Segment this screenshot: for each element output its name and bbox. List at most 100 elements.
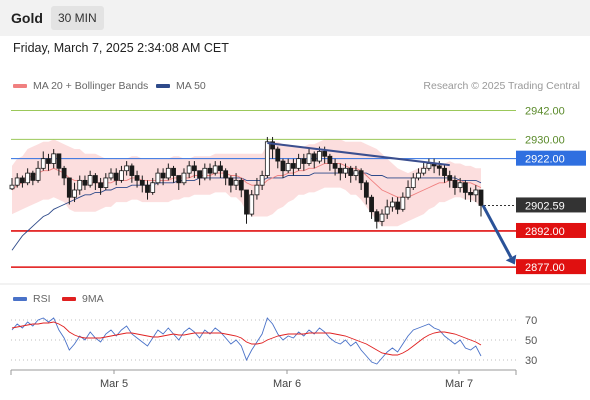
asset-title: Gold (11, 10, 43, 26)
candle-body (322, 151, 328, 157)
candle-body (426, 163, 432, 169)
level-label-2877.00: 2877.00 (525, 262, 565, 274)
candle-body (119, 170, 124, 181)
candle-body (145, 184, 150, 193)
legend-ma50[interactable]: MA 50 (156, 80, 206, 92)
level-tag-2892.00 (516, 222, 586, 238)
candle-body (181, 172, 187, 184)
current-price-tag (516, 197, 586, 213)
candle-body (186, 165, 192, 174)
candle-body (108, 172, 114, 179)
ma20-swatch (13, 84, 27, 89)
candle-body (150, 182, 156, 193)
forecast-arrowhead (505, 254, 517, 265)
candle-body (400, 196, 406, 210)
candle-body (66, 177, 72, 198)
candle-body (337, 167, 343, 174)
candle-body (72, 189, 77, 198)
candle-body (442, 167, 447, 176)
candle-body (103, 177, 109, 188)
x-label-Mar 7: Mar 7 (445, 378, 473, 390)
legend-9ma[interactable]: 9MA (62, 293, 104, 305)
rsi-tick-50: 50 (525, 335, 537, 347)
candle-body (207, 167, 213, 174)
candle-body (14, 177, 20, 186)
candle-body (462, 182, 468, 193)
rsi-label: RSI (33, 293, 51, 305)
candle-body (160, 172, 166, 179)
candle-body (301, 158, 307, 164)
candle-body (87, 175, 93, 186)
candle-body (218, 165, 223, 172)
candle-body (410, 177, 416, 188)
level-label-2942.00: 2942.00 (525, 105, 565, 117)
candle-body (228, 177, 234, 186)
candle-body (306, 153, 312, 164)
candle-body (35, 167, 41, 181)
candle-body (30, 172, 36, 181)
candle-body (77, 179, 83, 191)
rsi-tick-70: 70 (525, 315, 537, 327)
candle-body (348, 167, 354, 176)
level-label-2930.00: 2930.00 (525, 134, 565, 146)
candle-body (98, 182, 103, 188)
candle-body (233, 179, 239, 186)
trendline (267, 142, 450, 167)
candle-body (416, 172, 421, 179)
ma50-line (11, 172, 482, 251)
candle-body (452, 179, 458, 188)
ma50-swatch (156, 84, 170, 89)
candle-body (20, 177, 25, 184)
candle-body (468, 192, 473, 196)
candle-body (92, 175, 98, 184)
9ma-label: 9MA (82, 293, 104, 305)
candle-body (61, 167, 67, 179)
rsi-tick-30: 30 (525, 355, 537, 367)
candle-body (275, 148, 281, 162)
candle-body (390, 201, 395, 208)
candle-body (447, 175, 453, 181)
candle-body (369, 196, 374, 213)
candle-body (379, 213, 385, 222)
candle-body (25, 172, 31, 184)
candle-body (51, 153, 57, 164)
legend-ma20[interactable]: MA 20 + Bollinger Bands (13, 80, 148, 92)
legend-rsi[interactable]: RSI (13, 293, 51, 305)
level-label-2922.00: 2922.00 (525, 154, 565, 166)
candle-body (197, 170, 203, 179)
ma20-label: MA 20 + Bollinger Bands (33, 80, 149, 92)
candle-body (296, 158, 302, 169)
level-label-2892.00: 2892.00 (525, 226, 565, 238)
candle-body (311, 153, 317, 162)
rsi-swatch (13, 297, 27, 302)
candle-body (238, 179, 244, 191)
candle-body (436, 165, 442, 169)
candle-body (259, 175, 265, 186)
candle-body (332, 163, 338, 169)
top-bar: Gold 30 MIN (0, 0, 590, 36)
candle-body (212, 165, 218, 174)
candle-body (395, 201, 401, 210)
candle-body (202, 167, 208, 179)
rsi-9ma-line (11, 321, 482, 356)
candle-body (40, 158, 46, 169)
candle-body (155, 172, 161, 184)
9ma-swatch (62, 297, 76, 302)
candle-body (254, 184, 260, 196)
candle-body (343, 167, 348, 174)
candle-body (9, 184, 15, 190)
candles (9, 136, 484, 229)
candle-body (478, 189, 484, 206)
timeframe-badge[interactable]: 30 MIN (51, 6, 104, 30)
candle-body (353, 170, 359, 176)
candle-body (244, 189, 249, 215)
research-credit: Research © 2025 Trading Central (423, 80, 580, 92)
candle-body (139, 179, 145, 186)
candle-body (46, 158, 51, 164)
candle-body (374, 211, 380, 222)
candle-body (473, 189, 479, 196)
candle-body (421, 167, 427, 174)
candle-body (249, 194, 255, 215)
candle-body (457, 182, 463, 188)
